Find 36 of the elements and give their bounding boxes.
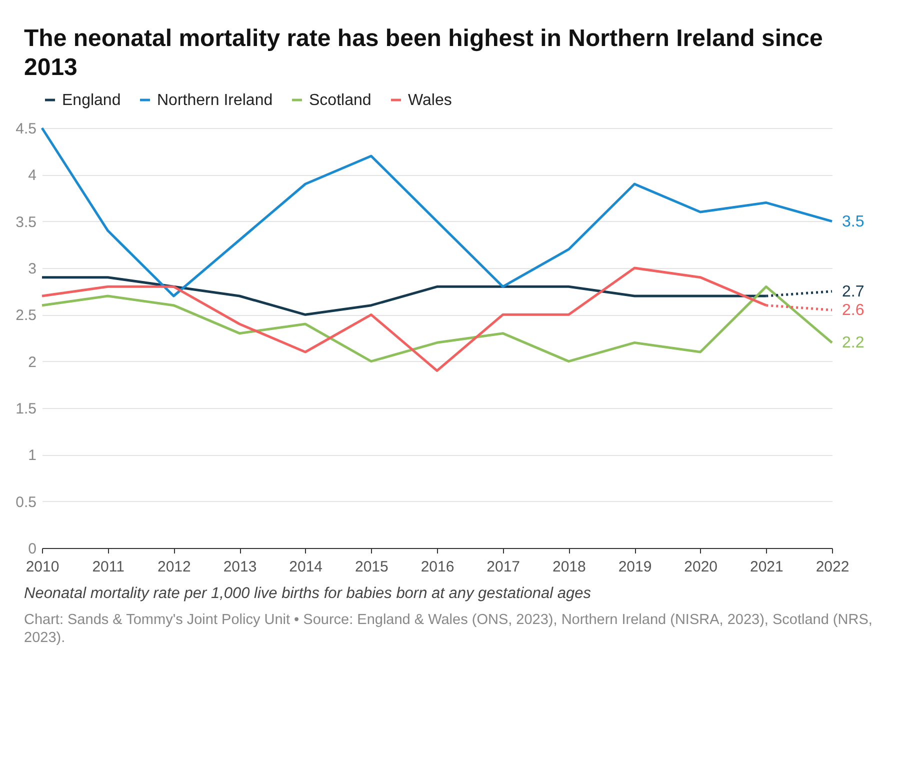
x-tick-label: 2012 [157, 558, 191, 576]
data-label: 2.7 [842, 282, 864, 300]
y-tick-label: 2.5 [16, 306, 36, 324]
y-tick-label: 4 [28, 166, 36, 184]
x-tick-label: 2019 [618, 558, 652, 576]
x-tick-label: 2010 [26, 558, 60, 576]
y-tick-label: 2 [28, 353, 36, 370]
y-tick-label: 4.5 [16, 120, 36, 138]
x-tick-label: 2014 [289, 558, 323, 576]
text: Neonatal mortality rate per 1,000 live births for babies born at any gestational ages [24, 584, 592, 603]
data-label: 2.6 [842, 302, 864, 319]
x-tick-label: 2022 [816, 558, 850, 576]
y-tick-label: 0 [28, 540, 36, 558]
legend-label: England [62, 92, 121, 109]
data-label: 2.2 [842, 334, 864, 352]
legend-label: Scotland [309, 92, 372, 109]
x-tick-label: 2016 [420, 558, 454, 576]
line-series [40, 126, 834, 297]
chart-title: The neonatal mortality rate has been highest in Northern Ireland since 2013 [24, 24, 824, 83]
x-tick-label: 2018 [552, 558, 586, 576]
y-tick-label: 3 [28, 260, 36, 278]
y-tick-label: 3.5 [16, 213, 36, 230]
x-tick-label: 2013 [223, 558, 257, 576]
x-tick-label: 2020 [684, 558, 718, 576]
legend-label: Wales [408, 92, 452, 109]
x-tick-label: 2011 [92, 558, 124, 576]
y-tick-label: 1.5 [16, 400, 36, 418]
text: Chart: Sands & Tommy's Joint Policy Unit • Source: England & Wales (ONS, 2023), Northern Ireland (NISRA, 2023), Scotland (NRS, 2023). [24, 610, 874, 648]
legend-label: Northern Ireland [157, 92, 273, 109]
x-tick-label: 2021 [750, 558, 784, 576]
x-tick-label: 2017 [486, 558, 520, 576]
line-series [40, 284, 834, 362]
y-tick-label: 1 [28, 446, 36, 464]
data-label: 3.5 [842, 212, 864, 230]
y-tick-label: 0.5 [16, 493, 36, 510]
x-tick-label: 2015 [354, 558, 388, 576]
